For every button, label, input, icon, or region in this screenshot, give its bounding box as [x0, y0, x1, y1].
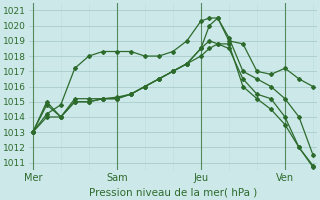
X-axis label: Pression niveau de la mer( hPa ): Pression niveau de la mer( hPa ): [89, 187, 257, 197]
